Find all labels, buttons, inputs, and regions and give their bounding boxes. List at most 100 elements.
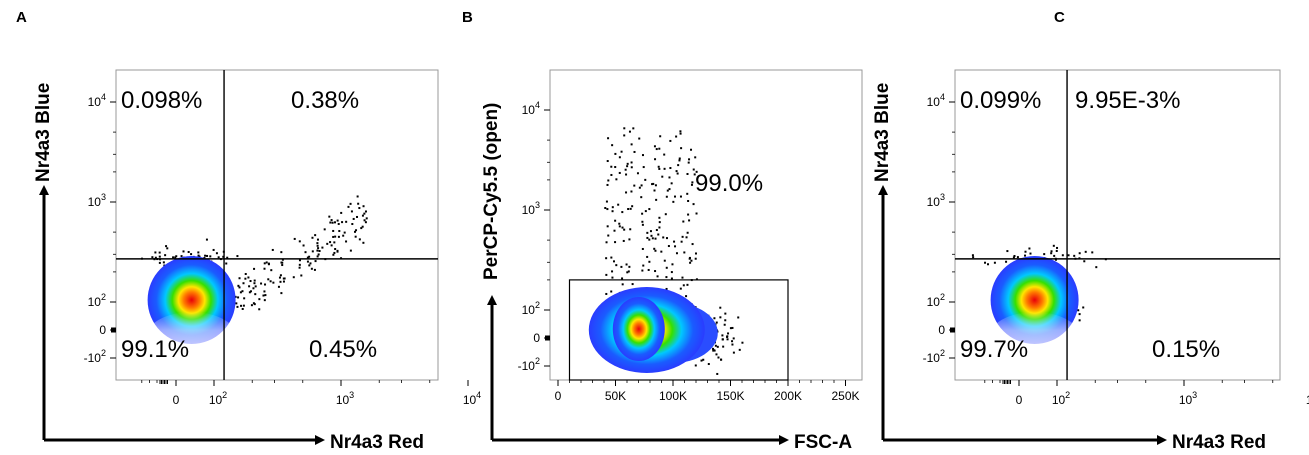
event-dot: [250, 304, 253, 307]
quadrant-top-right: 9.95E-3%: [1075, 87, 1180, 114]
event-dot: [688, 256, 691, 259]
panel-letter: C: [1054, 9, 1065, 26]
event-dot: [681, 276, 684, 279]
event-dot: [361, 225, 364, 228]
event-dot: [669, 139, 672, 142]
event-dot: [694, 257, 697, 260]
event-dot: [618, 156, 621, 159]
event-dot: [1056, 246, 1059, 249]
event-dot: [677, 164, 680, 167]
event-dot: [234, 295, 237, 298]
event-dot: [664, 213, 667, 216]
event-dot: [658, 226, 661, 229]
x-tick-label: 200K: [774, 389, 802, 403]
event-dot: [642, 264, 645, 267]
event-dot: [242, 304, 245, 307]
event-dot: [1054, 258, 1057, 261]
event-dot: [158, 255, 161, 258]
event-dot: [628, 265, 631, 268]
density-blob: [588, 287, 718, 373]
event-dot: [607, 179, 610, 182]
event-dot: [620, 265, 623, 268]
event-dot: [226, 256, 229, 259]
quadrant-top-left: 0.098%: [121, 87, 202, 114]
event-dot: [654, 237, 657, 240]
event-dot: [253, 267, 256, 270]
event-dot: [647, 268, 650, 271]
event-dot: [726, 338, 729, 341]
event-dot: [717, 356, 720, 359]
event-dot: [738, 348, 741, 351]
event-dot: [623, 127, 626, 130]
event-dot: [651, 237, 654, 240]
event-dot: [1024, 254, 1027, 257]
event-dot: [695, 212, 698, 215]
event-dot: [336, 219, 339, 222]
event-dot: [236, 305, 239, 308]
event-dot: [351, 223, 354, 226]
event-dot: [174, 256, 177, 259]
event-dot: [628, 238, 631, 241]
event-dot: [618, 225, 621, 228]
event-dot: [667, 245, 670, 248]
event-dot: [614, 219, 617, 222]
event-dot: [651, 183, 654, 186]
event-dot: [316, 255, 319, 258]
event-dot: [316, 249, 319, 252]
event-dot: [280, 251, 283, 254]
event-dot: [309, 262, 312, 265]
event-dot: [254, 293, 257, 296]
event-dot: [621, 211, 624, 214]
density-center: [612, 297, 665, 361]
event-dot: [641, 212, 644, 215]
event-dot: [337, 222, 340, 225]
event-dot: [347, 205, 350, 208]
event-dot: [654, 270, 657, 273]
event-dot: [646, 236, 649, 239]
event-dot: [623, 228, 626, 231]
event-dot: [606, 160, 609, 163]
event-dot: [283, 277, 286, 280]
event-dot: [993, 261, 996, 264]
event-dot: [263, 262, 266, 265]
event-dot: [1078, 252, 1081, 255]
x-tick-label: 0: [173, 393, 180, 407]
event-dot: [1055, 249, 1058, 252]
event-dot: [624, 168, 627, 171]
event-dot: [614, 241, 617, 244]
event-dot: [1043, 253, 1046, 256]
x-axis-title: FSC-A: [794, 432, 852, 453]
event-dot: [329, 221, 332, 224]
event-dot: [641, 247, 644, 250]
y-axis-title: Nr4a3 Blue: [872, 83, 893, 182]
event-dot: [731, 340, 734, 343]
event-dot: [264, 294, 267, 297]
event-dot: [272, 281, 275, 284]
event-dot: [731, 326, 734, 329]
y-axis-title: PerCP-Cy5.5 (open): [481, 103, 502, 280]
event-dot: [724, 319, 727, 322]
x-tick-label: 150K: [716, 389, 744, 403]
density-fade: [988, 312, 1081, 364]
event-dot: [1024, 250, 1027, 253]
event-dot: [621, 283, 624, 286]
event-dot: [1061, 254, 1064, 257]
event-dot: [732, 337, 735, 340]
event-dot: [365, 217, 368, 220]
y-tick-label: 0: [938, 323, 945, 337]
event-dot: [215, 252, 218, 255]
event-dot: [316, 244, 319, 247]
event-dot: [204, 254, 207, 257]
event-dot: [631, 205, 634, 208]
event-dot: [357, 202, 360, 205]
event-dot: [212, 248, 215, 251]
event-dot: [343, 231, 346, 234]
event-dot: [304, 251, 307, 254]
quadrant-bottom-right: 0.15%: [1152, 336, 1220, 363]
event-dot: [334, 248, 337, 251]
quadrant-top-right: 0.38%: [291, 87, 359, 114]
event-dot: [222, 255, 225, 258]
event-dot: [298, 240, 301, 243]
event-dot: [641, 223, 644, 226]
event-dot: [694, 252, 697, 255]
